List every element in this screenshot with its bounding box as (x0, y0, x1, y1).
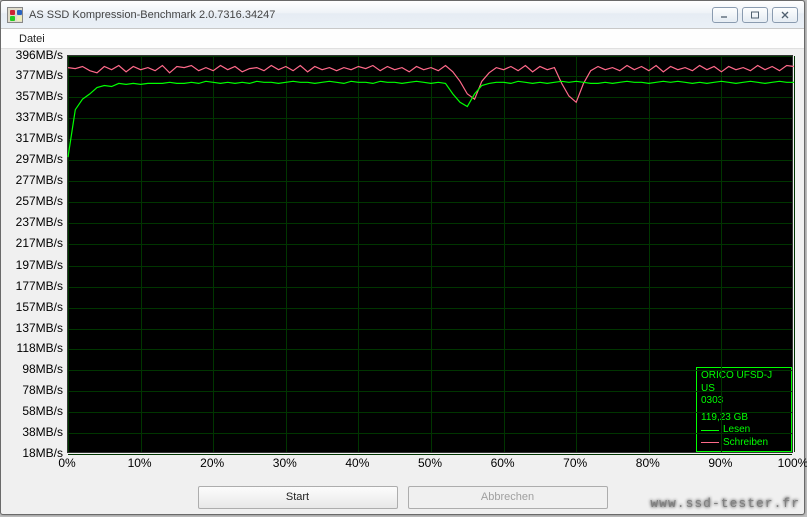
read-line (68, 56, 794, 454)
y-tick-label: 357MB/s (7, 89, 63, 103)
content-area: ORICO UFSD-J US 0303 119,23 GB Lesen Sch… (7, 51, 798, 478)
x-tick-label: 80% (636, 456, 660, 470)
x-axis-labels: 0%10%20%30%40%50%60%70%80%90%100% (67, 456, 793, 472)
maximize-button[interactable] (742, 7, 768, 23)
y-tick-label: 137MB/s (7, 321, 63, 335)
y-tick-label: 237MB/s (7, 215, 63, 229)
x-tick-label: 10% (128, 456, 152, 470)
y-tick-label: 197MB/s (7, 258, 63, 272)
y-tick-label: 257MB/s (7, 194, 63, 208)
y-tick-label: 337MB/s (7, 110, 63, 124)
titlebar: AS SSD Kompression-Benchmark 2.0.7316.34… (1, 1, 804, 29)
close-button[interactable] (772, 7, 798, 23)
x-tick-label: 50% (418, 456, 442, 470)
y-tick-label: 78MB/s (7, 383, 63, 397)
x-tick-label: 90% (708, 456, 732, 470)
x-tick-label: 20% (200, 456, 224, 470)
menu-datei[interactable]: Datei (11, 31, 53, 47)
menubar: Datei (1, 29, 804, 49)
y-tick-label: 277MB/s (7, 173, 63, 187)
x-tick-label: 0% (58, 456, 75, 470)
y-tick-label: 217MB/s (7, 236, 63, 250)
x-tick-label: 70% (563, 456, 587, 470)
y-tick-label: 98MB/s (7, 362, 63, 376)
window-title: AS SSD Kompression-Benchmark 2.0.7316.34… (29, 9, 712, 21)
y-tick-label: 58MB/s (7, 404, 63, 418)
y-tick-label: 118MB/s (7, 341, 63, 355)
y-tick-label: 317MB/s (7, 131, 63, 145)
app-icon (7, 7, 23, 23)
minimize-button[interactable] (712, 7, 738, 23)
y-tick-label: 157MB/s (7, 300, 63, 314)
x-tick-label: 100% (778, 456, 807, 470)
x-tick-label: 60% (491, 456, 515, 470)
start-button[interactable]: Start (198, 486, 398, 509)
y-tick-label: 377MB/s (7, 68, 63, 82)
abort-button: Abbrechen (408, 486, 608, 509)
y-tick-label: 177MB/s (7, 279, 63, 293)
watermark-text: www.ssd-tester.fr (650, 496, 800, 511)
chart-area: ORICO UFSD-J US 0303 119,23 GB Lesen Sch… (7, 51, 798, 478)
y-tick-label: 18MB/s (7, 446, 63, 460)
app-window: AS SSD Kompression-Benchmark 2.0.7316.34… (0, 0, 805, 515)
window-controls (712, 7, 798, 23)
x-tick-label: 30% (273, 456, 297, 470)
y-tick-label: 297MB/s (7, 152, 63, 166)
x-tick-label: 40% (345, 456, 369, 470)
y-tick-label: 38MB/s (7, 425, 63, 439)
y-tick-label: 396MB/s (7, 48, 63, 62)
chart-plot: ORICO UFSD-J US 0303 119,23 GB Lesen Sch… (67, 55, 793, 453)
